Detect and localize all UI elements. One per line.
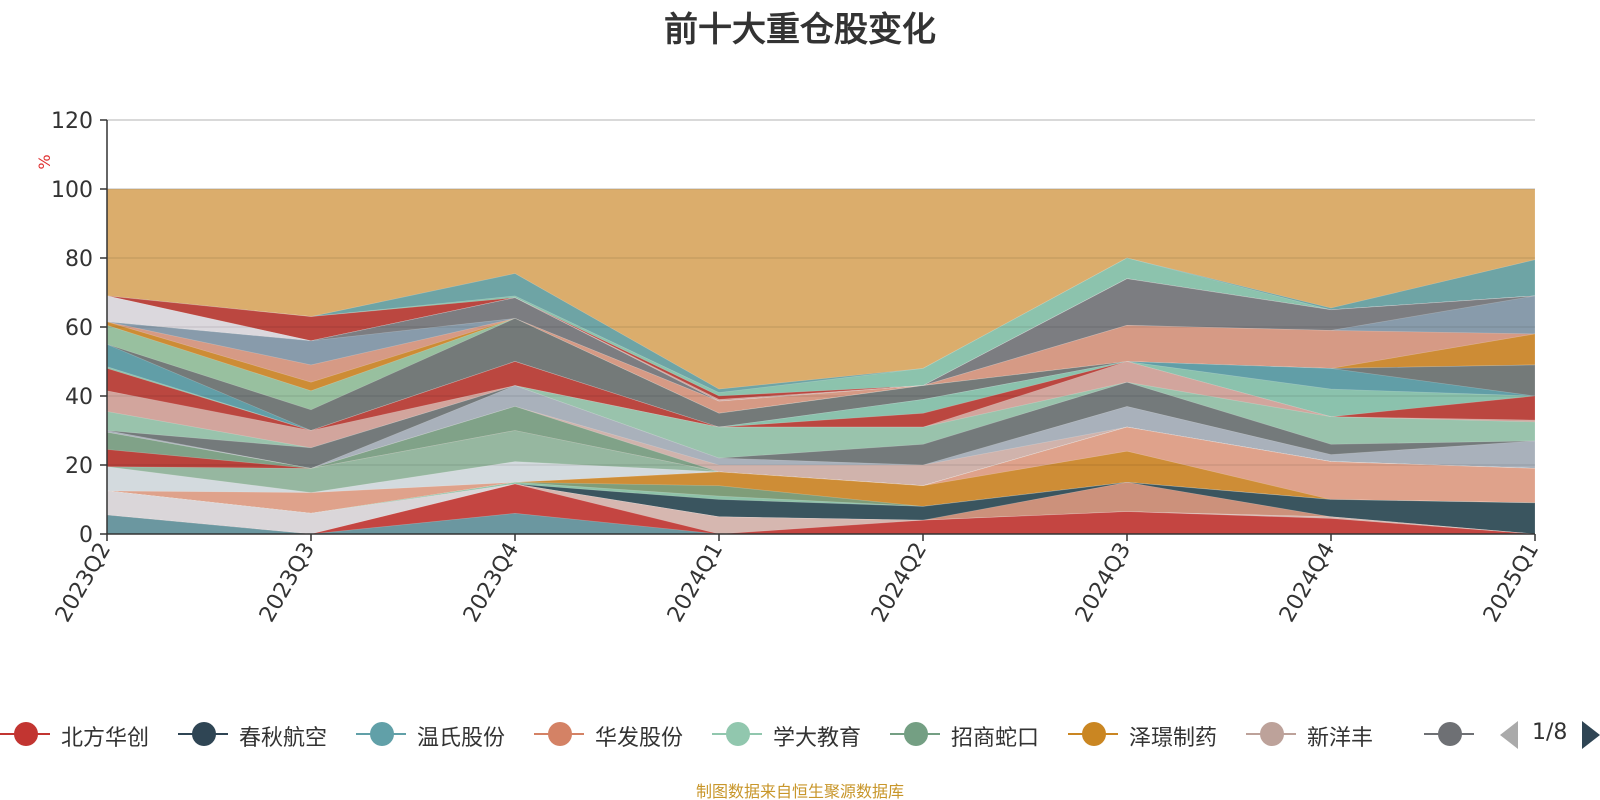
legend-prev-icon[interactable] [1500, 721, 1518, 749]
x-tick-label-5: 2024Q3 [1071, 539, 1136, 627]
legend-label: 招商蛇口 [951, 726, 1040, 751]
legend-dot-icon [192, 722, 216, 746]
x-tick-label-4: 2024Q2 [867, 539, 932, 627]
legend-next-icon[interactable] [1582, 721, 1600, 749]
legend-dot-icon [548, 722, 572, 746]
source-note: 制图数据来自恒生聚源数据库 [695, 782, 904, 800]
legend-dot-icon [1438, 722, 1462, 746]
legend-label: 学大教育 [773, 726, 862, 751]
legend-label: 新洋丰 [1307, 726, 1374, 751]
legend-dot-icon [1082, 722, 1106, 746]
legend-dot-icon [370, 722, 394, 746]
legend-dot-icon [14, 722, 38, 746]
x-tick-label-7: 2025Q1 [1479, 539, 1544, 627]
chart-plot: 0 20 40 60 80 100 120% 2023Q2 2023Q3 2023Q4 2024Q1… [35, 109, 1544, 627]
legend-dot-icon [904, 722, 928, 746]
x-tick-label-0: 2023Q2 [51, 539, 116, 627]
legend-label: 温氏股份 [417, 726, 506, 751]
y-tick-label-1: 20 [65, 454, 93, 479]
legend-dot-icon [726, 722, 750, 746]
chart-title: 前十大重仓股变化 [664, 10, 936, 50]
x-tick-label-3: 2024Q1 [663, 539, 728, 627]
legend-label: 华发股份 [595, 726, 684, 751]
y-tick-label-5: 100 [51, 178, 93, 203]
y-tick-label-3: 60 [65, 316, 93, 341]
legend-page-indicator: 1/8 [1532, 720, 1568, 745]
y-tick-label-6: 120 [51, 109, 93, 134]
y-tick-label-4: 80 [65, 247, 93, 272]
y-tick-label-2: 40 [65, 385, 93, 410]
x-tick-label-1: 2023Q3 [255, 539, 320, 627]
legend-label: 泽璟制药 [1129, 726, 1218, 751]
x-tick-label-2: 2023Q4 [459, 539, 524, 627]
legend: 北方华创春秋航空温氏股份华发股份学大教育招商蛇口泽璟制药新洋丰东方 [0, 714, 1478, 754]
legend-label: 北方华创 [61, 726, 150, 751]
legend-label: 春秋航空 [239, 726, 328, 751]
legend-pager: 1/8 [1500, 718, 1600, 752]
y-axis-label: % [35, 154, 54, 169]
legend-dot-icon [1260, 722, 1284, 746]
y-tick-label-0: 0 [79, 523, 93, 548]
x-tick-label-6: 2024Q4 [1275, 539, 1340, 627]
